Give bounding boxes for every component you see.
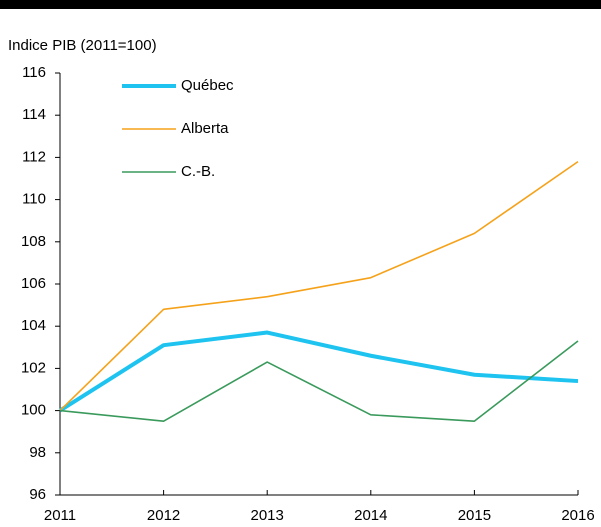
y-tick-label: 108 xyxy=(21,233,46,250)
x-tick-label: 2013 xyxy=(251,507,284,524)
y-tick-label: 100 xyxy=(21,402,46,419)
x-tick-label: 2015 xyxy=(458,507,491,524)
y-tick-label: 104 xyxy=(21,317,46,334)
y-tick-label: 110 xyxy=(22,191,46,208)
y-tick-label: 116 xyxy=(22,64,46,81)
y-axis-label: Indice PIB (2011=100) xyxy=(8,37,157,54)
series-line xyxy=(58,330,579,413)
x-tick-label: 2014 xyxy=(354,507,387,524)
legend-label: Québec xyxy=(181,77,234,94)
series-line xyxy=(59,160,579,412)
x-tick-label: 2011 xyxy=(44,507,76,524)
y-tick-label: 98 xyxy=(29,444,46,461)
y-tick-label: 114 xyxy=(22,106,46,123)
y-tick-label: 106 xyxy=(21,275,46,292)
legend-label: C.-B. xyxy=(181,163,215,180)
series-line xyxy=(59,340,579,422)
y-tick-label: 96 xyxy=(29,486,46,503)
top-bar xyxy=(0,0,601,9)
y-tick-label: 112 xyxy=(22,148,46,165)
x-tick-label: 2012 xyxy=(147,507,180,524)
legend-label: Alberta xyxy=(181,120,229,137)
y-tick-label: 102 xyxy=(21,359,46,376)
x-tick-label: 2016 xyxy=(561,507,594,524)
